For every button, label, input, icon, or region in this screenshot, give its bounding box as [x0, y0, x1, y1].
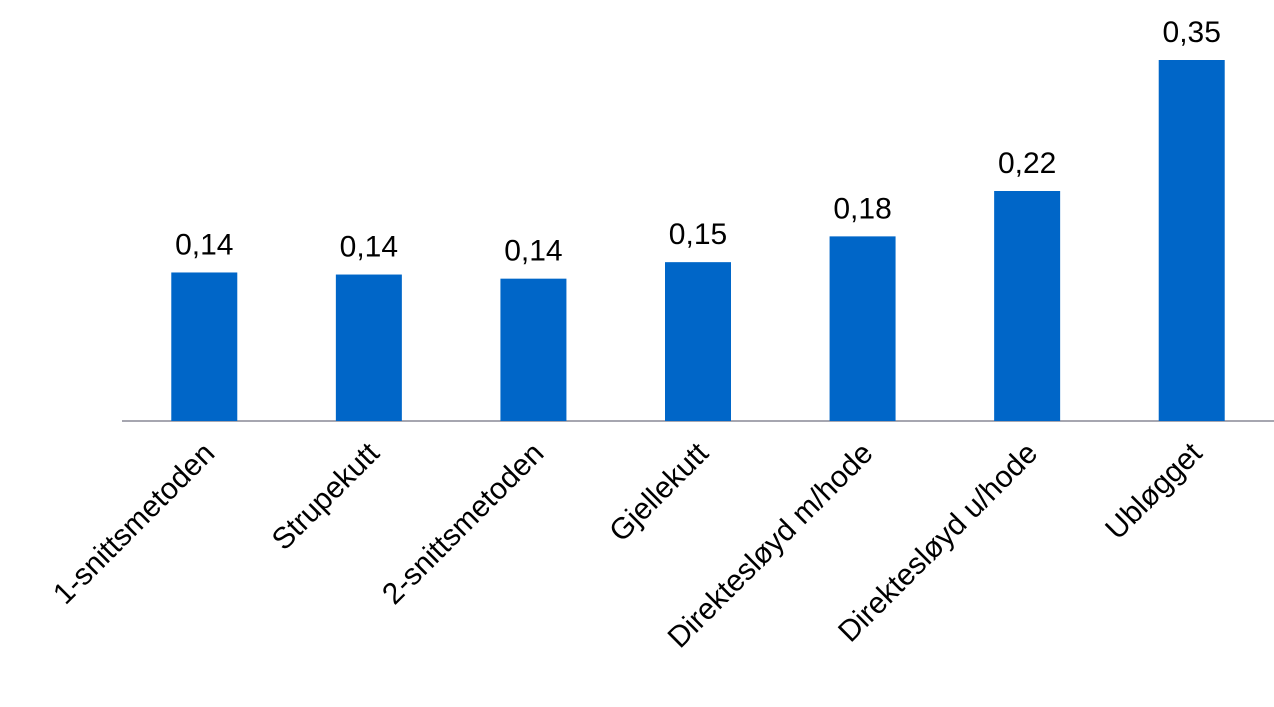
bar [1158, 60, 1225, 421]
data-label: 0,22 [998, 147, 1056, 180]
bar [171, 272, 238, 421]
data-label: 0,18 [833, 192, 891, 225]
x-tick-label: 1-snittsmetoden [47, 437, 221, 611]
x-tick-label: 2-snittsmetoden [376, 437, 550, 611]
bar [500, 278, 567, 421]
bar [335, 274, 402, 421]
bar [665, 262, 731, 421]
data-label: 0,15 [669, 218, 727, 251]
x-tick-label: Strupekutt [266, 436, 386, 556]
x-tick-label: Gjellekutt [603, 436, 715, 548]
data-label: 0,14 [340, 231, 398, 264]
bar [829, 236, 896, 421]
data-label: 0,14 [175, 228, 233, 261]
x-tick-label: Ubløgget [1099, 436, 1209, 546]
bar [994, 190, 1061, 421]
data-label: 0,14 [504, 235, 562, 268]
data-label: 0,35 [1163, 16, 1221, 49]
